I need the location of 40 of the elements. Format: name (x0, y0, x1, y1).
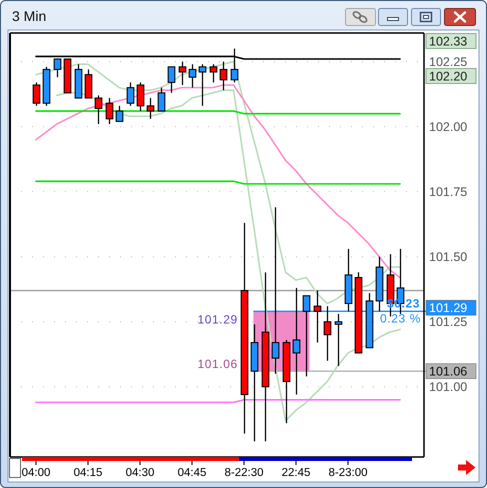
annotation: 101.29 (197, 312, 238, 326)
y-tick-label: 101.00 (429, 380, 468, 394)
candlestick (168, 66, 176, 94)
candlestick (334, 313, 342, 367)
candlestick (84, 68, 92, 99)
y-tick-label: 101.25 (429, 315, 468, 330)
x-tick-label: 22:45 (282, 467, 310, 479)
candlestick (198, 64, 206, 106)
text: 102.33 (429, 34, 468, 48)
x-tick-label: 04:00 (22, 467, 50, 479)
line-series (35, 84, 401, 278)
ref-line-label: 101.29 (429, 301, 468, 316)
candlestick (314, 290, 322, 344)
candlestick (220, 61, 228, 91)
y-tick-label: 102.25 (429, 54, 468, 69)
candlestick (210, 64, 218, 84)
candlestick (158, 87, 166, 112)
annotation: 0.23 % (380, 311, 421, 326)
y-tick-label: 101.75 (429, 185, 468, 200)
x-tick-label: 8-22:30 (224, 467, 264, 479)
annotation: 101.06 (197, 357, 238, 372)
x-tick-label: 04:45 (178, 467, 206, 479)
candlestick (188, 64, 196, 88)
chart-title: 3 Min (12, 8, 46, 24)
text: 102.20 (429, 69, 468, 84)
y-tick-label: 102.00 (429, 120, 468, 134)
x-tick-label: 04:30 (126, 467, 154, 479)
x-tick-label: 8-23:00 (328, 467, 368, 479)
candlestick (126, 82, 134, 106)
candlestick (324, 306, 332, 362)
x-tick-label: 04:15 (74, 467, 102, 479)
y-tick-label: 101.50 (429, 250, 468, 264)
candlestick (32, 82, 40, 106)
candlestick (94, 94, 102, 125)
candlestick (116, 105, 124, 122)
candlestick (136, 82, 144, 112)
candlestick (106, 97, 114, 125)
ref-line-label: 101.06 (429, 364, 468, 379)
candlestick (178, 61, 186, 86)
candlestick (146, 97, 154, 120)
